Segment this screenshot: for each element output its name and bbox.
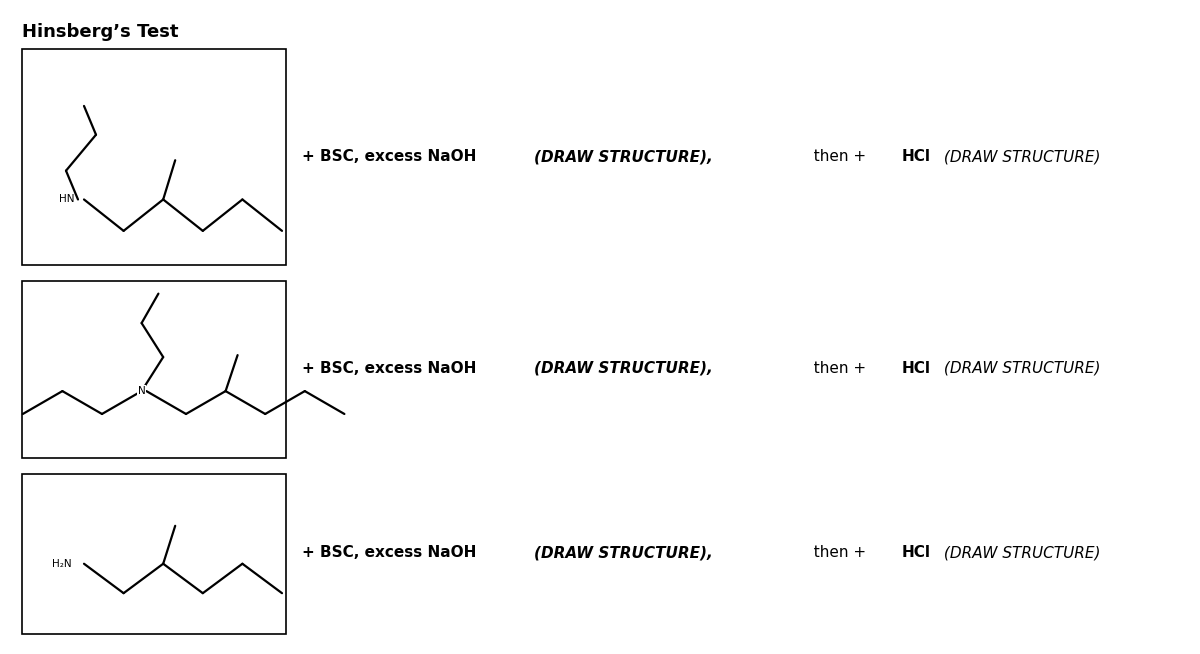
Text: (DRAW STRUCTURE): (DRAW STRUCTURE) — [940, 545, 1100, 560]
Text: Hinsberg’s Test: Hinsberg’s Test — [22, 23, 178, 41]
Text: HCl: HCl — [901, 150, 930, 164]
FancyBboxPatch shape — [22, 474, 286, 634]
Text: N: N — [138, 386, 145, 396]
Text: then +: then + — [764, 150, 871, 164]
Text: then +: then + — [764, 361, 871, 375]
Text: HN: HN — [59, 194, 74, 205]
Text: (DRAW STRUCTURE),: (DRAW STRUCTURE), — [534, 150, 713, 164]
Text: + BSC, excess NaOH: + BSC, excess NaOH — [302, 150, 482, 164]
FancyBboxPatch shape — [22, 49, 286, 265]
Text: H₂N: H₂N — [53, 559, 72, 569]
Text: HCl: HCl — [901, 545, 930, 560]
Text: HCl: HCl — [901, 361, 930, 375]
FancyBboxPatch shape — [22, 281, 286, 458]
Text: + BSC, excess NaOH: + BSC, excess NaOH — [302, 361, 482, 375]
Text: (DRAW STRUCTURE),: (DRAW STRUCTURE), — [534, 361, 713, 375]
Text: (DRAW STRUCTURE): (DRAW STRUCTURE) — [940, 150, 1100, 164]
Text: + BSC, excess NaOH: + BSC, excess NaOH — [302, 545, 482, 560]
Text: (DRAW STRUCTURE): (DRAW STRUCTURE) — [940, 361, 1100, 375]
Text: then +: then + — [764, 545, 871, 560]
Text: (DRAW STRUCTURE),: (DRAW STRUCTURE), — [534, 545, 713, 560]
